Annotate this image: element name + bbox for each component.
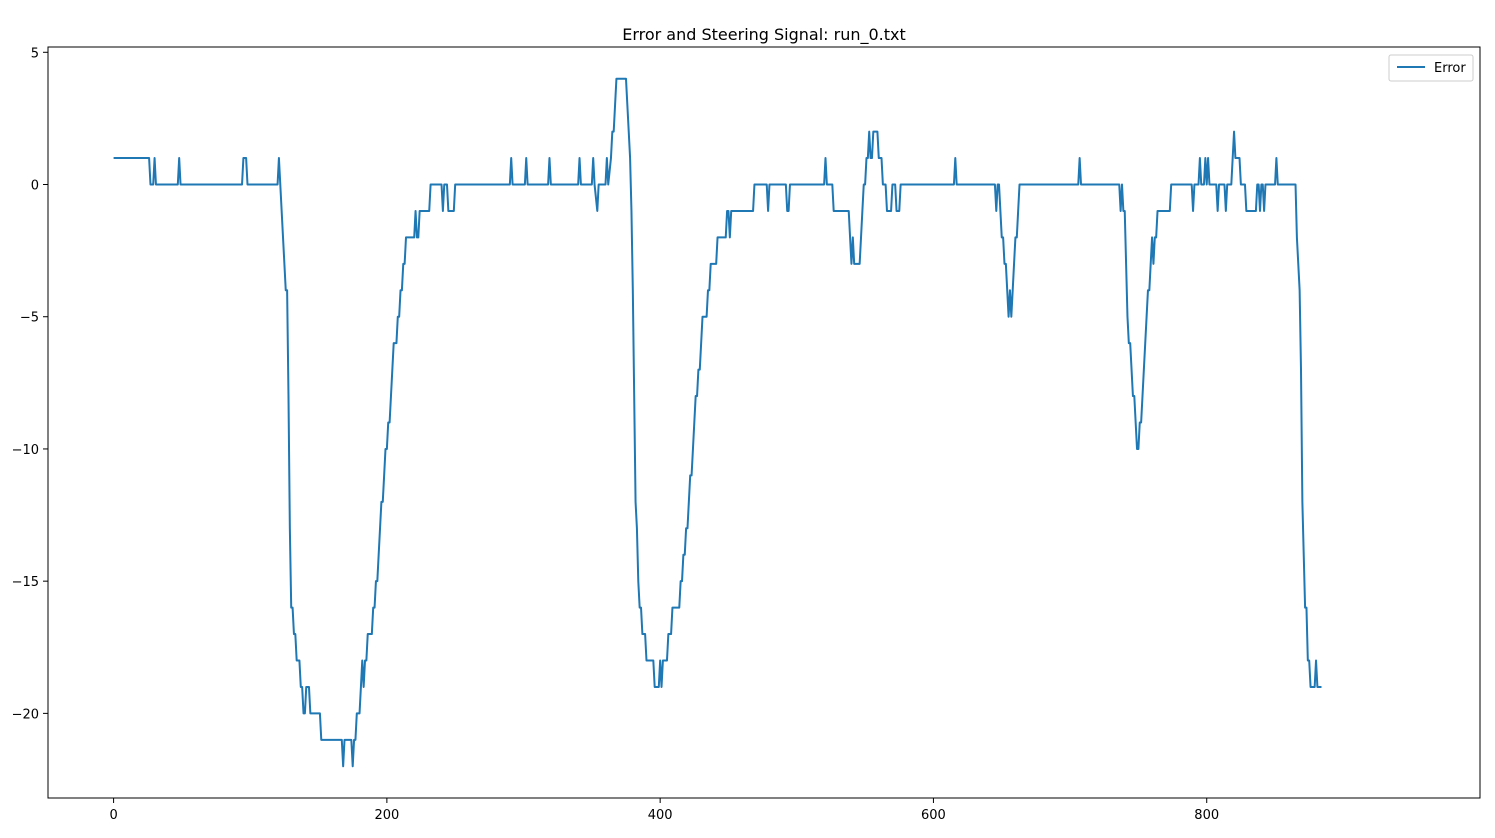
x-axis: 0 200 400 600 800 xyxy=(109,798,1219,823)
x-tick-label: 800 xyxy=(1194,808,1219,823)
y-tick-label: 5 xyxy=(31,46,39,61)
legend-box xyxy=(1388,54,1474,82)
axes-frame xyxy=(47,46,1481,799)
x-tick-label: 0 xyxy=(109,808,117,823)
y-tick-label: −5 xyxy=(20,311,39,326)
y-axis: 5 0 −5 −10 −15 −20 xyxy=(12,46,48,722)
y-tick-label: −20 xyxy=(12,707,39,722)
chart-title: Error and Steering Signal: run_0.txt xyxy=(622,25,906,45)
x-tick-label: 600 xyxy=(921,808,946,823)
series-line-error xyxy=(113,77,1322,768)
legend: Error xyxy=(1388,54,1474,82)
y-tick-label: −10 xyxy=(12,443,39,458)
y-tick-label: −15 xyxy=(12,575,39,590)
y-tick-label: 0 xyxy=(31,179,39,194)
legend-label-error: Error xyxy=(1434,61,1466,76)
axes-border xyxy=(47,46,1481,799)
x-tick-label: 200 xyxy=(374,808,399,823)
x-tick-label: 400 xyxy=(648,808,673,823)
plot-area xyxy=(113,77,1322,768)
